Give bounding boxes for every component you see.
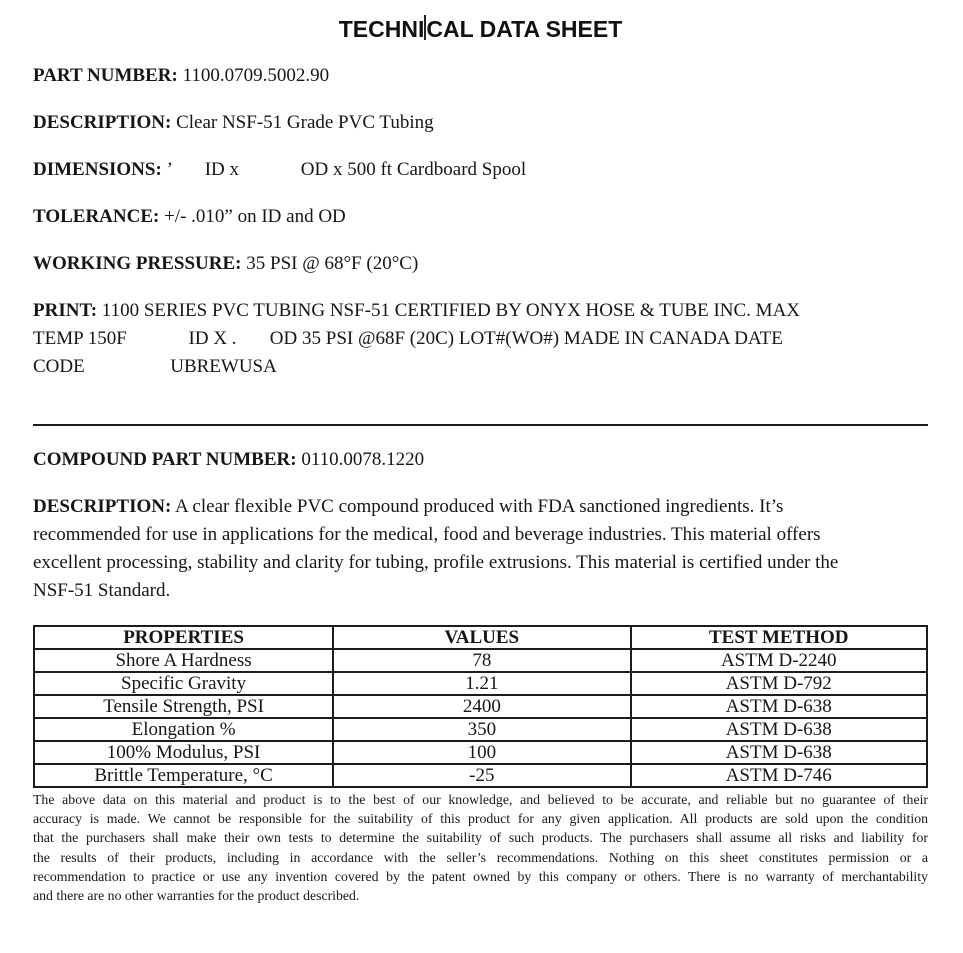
table-row: Elongation % 350 ASTM D-638	[32, 717, 928, 742]
compound-description-line-2: recommended for use in applications for …	[33, 524, 821, 545]
field-part-number-value: 1100.0709.5002.90	[177, 65, 330, 86]
field-tolerance-value: +/- .010” on ID and OD	[159, 206, 346, 227]
table-row: Tensile Strength, PSI 2400 ASTM D-638	[32, 694, 928, 719]
field-dimensions: DIMENSIONS: ’ ID x OD x 500 ft Cardboard…	[33, 156, 928, 184]
value-cell: 350	[332, 717, 632, 742]
disclaimer-paragraph: The above data on this material and prod…	[33, 790, 928, 905]
field-part-number-label: PART NUMBER:	[33, 65, 178, 86]
document-title: TECHNICAL DATA SHEET	[33, 15, 928, 43]
table-row: Brittle Temperature, °C -25 ASTM D-746	[32, 763, 928, 788]
compound-part-number-value: 0110.0078.1220	[296, 449, 425, 470]
property-cell: Shore A Hardness	[32, 648, 335, 673]
test-method-cell: ASTM D-638	[629, 694, 928, 719]
title-text-right: CAL DATA SHEET	[426, 16, 623, 42]
value-cell: 1.21	[332, 671, 632, 696]
compound-description-label: DESCRIPTION:	[33, 496, 172, 517]
disclaimer-line: accuracy is made. We cannot be responsib…	[33, 811, 928, 827]
column-header-test-method: TEST METHOD	[629, 625, 928, 650]
field-working-pressure-value: 35 PSI @ 68°F (20°C)	[241, 253, 419, 274]
disclaimer-line: the results of their products, including…	[33, 849, 928, 865]
disclaimer-line: recommendation to practice or use any in…	[33, 868, 928, 884]
value-cell: 78	[332, 648, 632, 673]
field-dimensions-label: DIMENSIONS:	[33, 159, 162, 180]
compound-description-line-1: DESCRIPTION: A clear flexible PVC compou…	[33, 493, 928, 521]
field-tolerance: TOLERANCE: +/- .010” on ID and OD	[33, 203, 928, 231]
test-method-cell: ASTM D-638	[629, 740, 928, 765]
compound-part-number-label: COMPOUND PART NUMBER:	[33, 449, 297, 470]
print-paragraph: PRINT: 1100 SERIES PVC TUBING NSF-51 CER…	[33, 297, 928, 381]
value-cell: 100	[332, 740, 632, 765]
test-method-cell: ASTM D-746	[629, 763, 928, 788]
value-cell: -25	[332, 763, 632, 788]
print-line-2: TEMP 150F ID X . OD 35 PSI @68F (20C) LO…	[33, 328, 783, 349]
property-cell: Specific Gravity	[32, 671, 335, 696]
table-row: 100% Modulus, PSI 100 ASTM D-638	[32, 740, 928, 765]
section-divider	[33, 424, 928, 426]
field-working-pressure-label: WORKING PRESSURE:	[33, 253, 242, 274]
field-tolerance-label: TOLERANCE:	[33, 206, 160, 227]
property-cell: Brittle Temperature, °C	[32, 763, 335, 788]
disclaimer-line: The above data on this material and prod…	[33, 792, 928, 807]
property-cell: Tensile Strength, PSI	[32, 694, 335, 719]
title-text-left: TECHNI	[338, 16, 425, 42]
properties-table: PROPERTIES VALUES TEST METHOD Shore A Ha…	[32, 625, 928, 788]
test-method-cell: ASTM D-2240	[629, 648, 928, 673]
field-description-value: Clear NSF-51 Grade PVC Tubing	[171, 112, 434, 133]
disclaimer-line: that the purchasers shall make their own…	[33, 830, 928, 846]
field-working-pressure: WORKING PRESSURE: 35 PSI @ 68°F (20°C)	[33, 250, 928, 278]
test-method-cell: ASTM D-792	[629, 671, 928, 696]
print-line-1: PRINT: 1100 SERIES PVC TUBING NSF-51 CER…	[33, 297, 928, 325]
field-dimensions-value: ’ ID x OD x 500 ft Cardboard Spool	[161, 159, 527, 180]
print-label: PRINT:	[33, 300, 98, 321]
compound-description-line-4: NSF-51 Standard.	[33, 580, 171, 601]
compound-description-paragraph: DESCRIPTION: A clear flexible PVC compou…	[33, 493, 928, 605]
property-cell: Elongation %	[32, 717, 335, 742]
compound-description-line-3: excellent processing, stability and clar…	[33, 552, 839, 573]
text-cursor	[424, 15, 427, 40]
property-cell: 100% Modulus, PSI	[32, 740, 335, 765]
test-method-cell: ASTM D-638	[629, 717, 928, 742]
field-description: DESCRIPTION: Clear NSF-51 Grade PVC Tubi…	[33, 109, 928, 137]
field-part-number: PART NUMBER: 1100.0709.5002.90	[33, 62, 928, 90]
value-cell: 2400	[332, 694, 632, 719]
column-header-values: VALUES	[332, 625, 632, 650]
compound-description-line-1-text: A clear flexible PVC compound produced w…	[171, 496, 784, 517]
disclaimer-line: and there are no other warranties for th…	[33, 888, 360, 904]
properties-table-header-row: PROPERTIES VALUES TEST METHOD	[32, 625, 928, 650]
field-compound-part-number: COMPOUND PART NUMBER: 0110.0078.1220	[33, 446, 928, 474]
field-description-label: DESCRIPTION:	[33, 112, 172, 133]
print-line-1-text: 1100 SERIES PVC TUBING NSF-51 CERTIFIED …	[97, 300, 801, 321]
table-row: Specific Gravity 1.21 ASTM D-792	[32, 671, 928, 696]
table-row: Shore A Hardness 78 ASTM D-2240	[32, 648, 928, 673]
print-line-3: CODE UBREWUSA	[33, 356, 277, 377]
column-header-properties: PROPERTIES	[32, 625, 335, 650]
